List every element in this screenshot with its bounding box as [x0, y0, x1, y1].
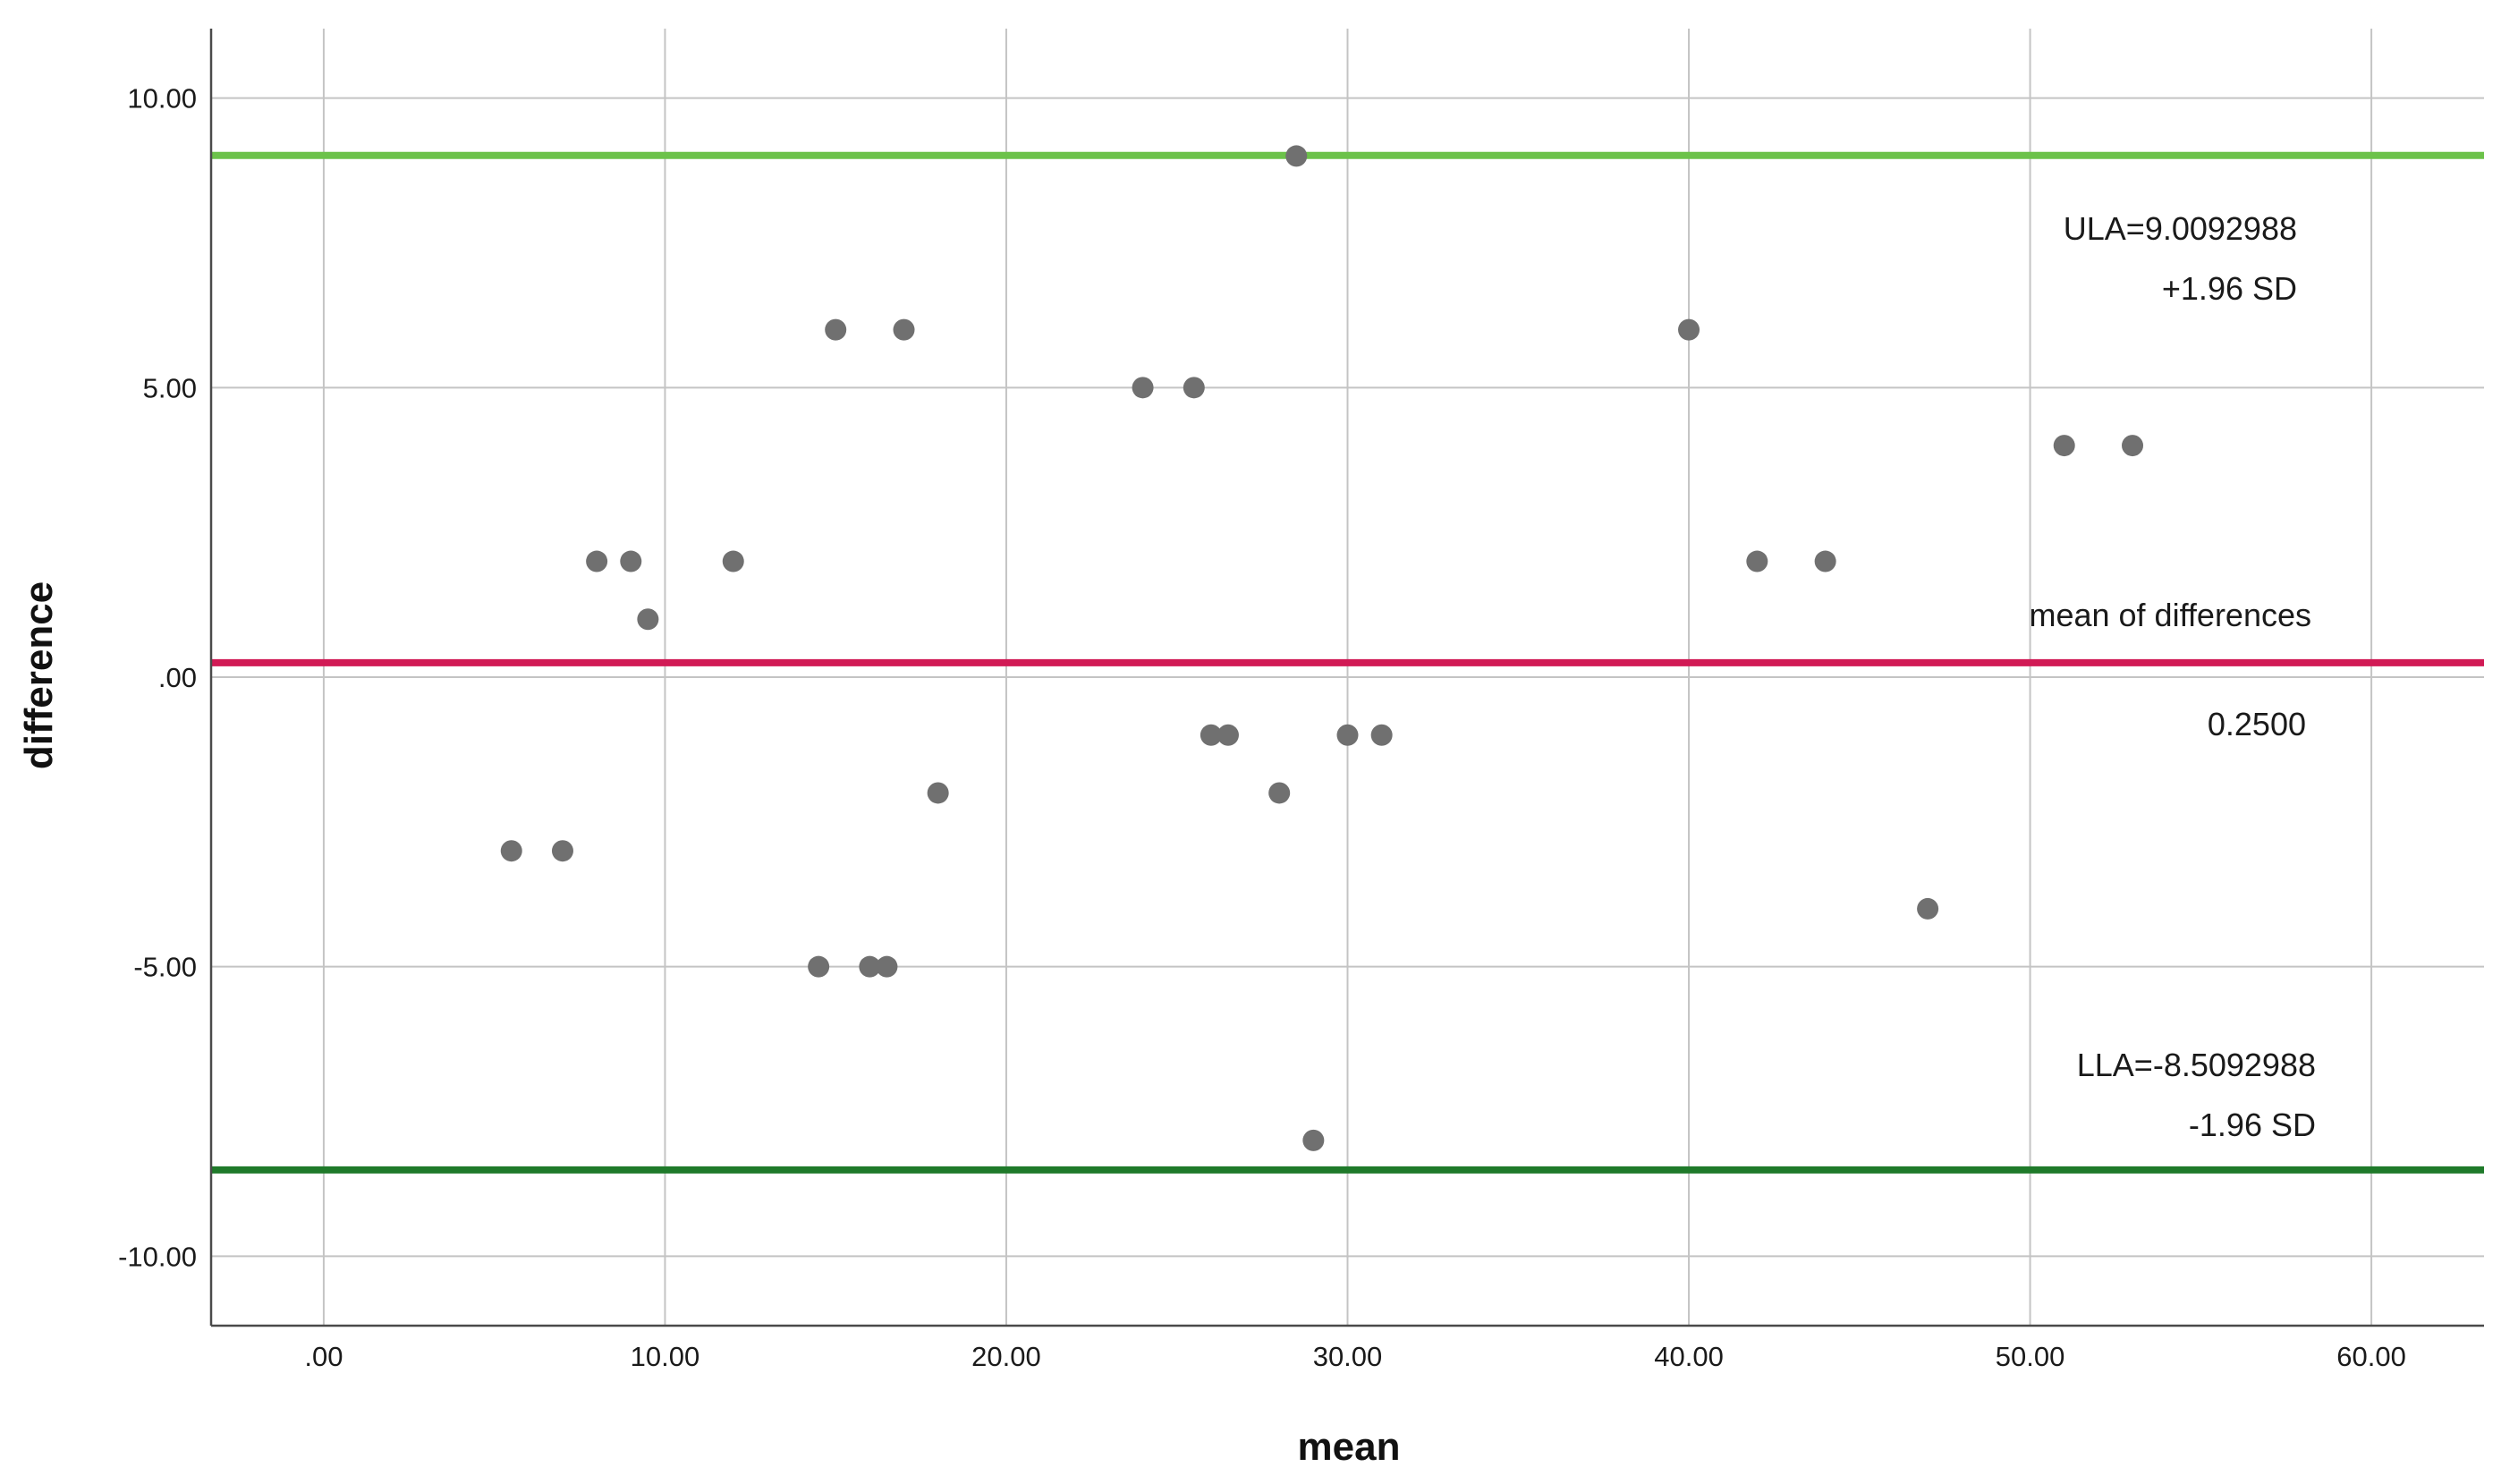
x-tick-label: 60.00	[2336, 1341, 2406, 1372]
mean-of-differences-label: mean of differences	[2029, 597, 2311, 633]
y-axis-title: difference	[17, 581, 61, 769]
lla-value-label: LLA=-8.5092988	[2077, 1047, 2316, 1083]
data-point	[893, 318, 915, 341]
x-tick-label: 10.00	[631, 1341, 700, 1372]
horizontal-gridlines	[211, 97, 2484, 1258]
y-tick-label: .00	[158, 662, 197, 693]
ula-value-label: ULA=9.0092988	[2064, 210, 2297, 247]
data-point	[1217, 724, 1239, 746]
ula-sd-label: +1.96 SD	[2162, 270, 2297, 307]
y-tick-label: 10.00	[127, 83, 197, 114]
data-point	[1678, 318, 1700, 341]
data-point	[876, 955, 898, 978]
data-point	[2122, 435, 2144, 457]
data-point	[1200, 724, 1222, 746]
data-point	[859, 955, 881, 978]
x-tick-label: 50.00	[1996, 1341, 2065, 1372]
data-point	[722, 550, 744, 572]
data-point	[1268, 782, 1291, 804]
data-point	[2053, 435, 2075, 457]
x-tick-labels: .00 10.00 20.00 30.00 40.00 50.00 60.00	[304, 1341, 2406, 1372]
x-tick-label: 20.00	[971, 1341, 1041, 1372]
data-point	[500, 840, 522, 862]
data-point	[825, 318, 847, 341]
y-tick-label: -10.00	[118, 1241, 197, 1272]
x-tick-label: 40.00	[1654, 1341, 1724, 1372]
data-point	[1285, 145, 1308, 167]
data-point	[1814, 550, 1836, 572]
data-point	[1302, 1129, 1325, 1151]
lla-sd-label: -1.96 SD	[2189, 1107, 2316, 1143]
data-point	[927, 782, 949, 804]
data-point	[1336, 724, 1359, 746]
reference-lines	[211, 151, 2484, 1174]
y-tick-labels: 10.00 5.00 .00 -5.00 -10.00	[118, 83, 197, 1273]
y-tick-label: -5.00	[133, 952, 197, 983]
data-point	[1917, 897, 1939, 920]
data-point	[637, 608, 659, 631]
data-point	[620, 550, 642, 572]
data-point	[551, 840, 573, 862]
data-point	[1183, 377, 1205, 399]
mean-value-label: 0.2500	[2208, 706, 2306, 742]
data-point	[808, 955, 830, 978]
data-point	[1370, 724, 1393, 746]
data-point	[586, 550, 608, 572]
x-tick-label: 30.00	[1313, 1341, 1383, 1372]
data-point	[1746, 550, 1768, 572]
x-tick-label: .00	[304, 1341, 343, 1372]
x-axis-title: mean	[1298, 1425, 1401, 1469]
axes	[209, 29, 2484, 1327]
y-tick-label: 5.00	[143, 372, 197, 403]
data-point	[1132, 377, 1154, 399]
data-points	[500, 145, 2144, 1151]
